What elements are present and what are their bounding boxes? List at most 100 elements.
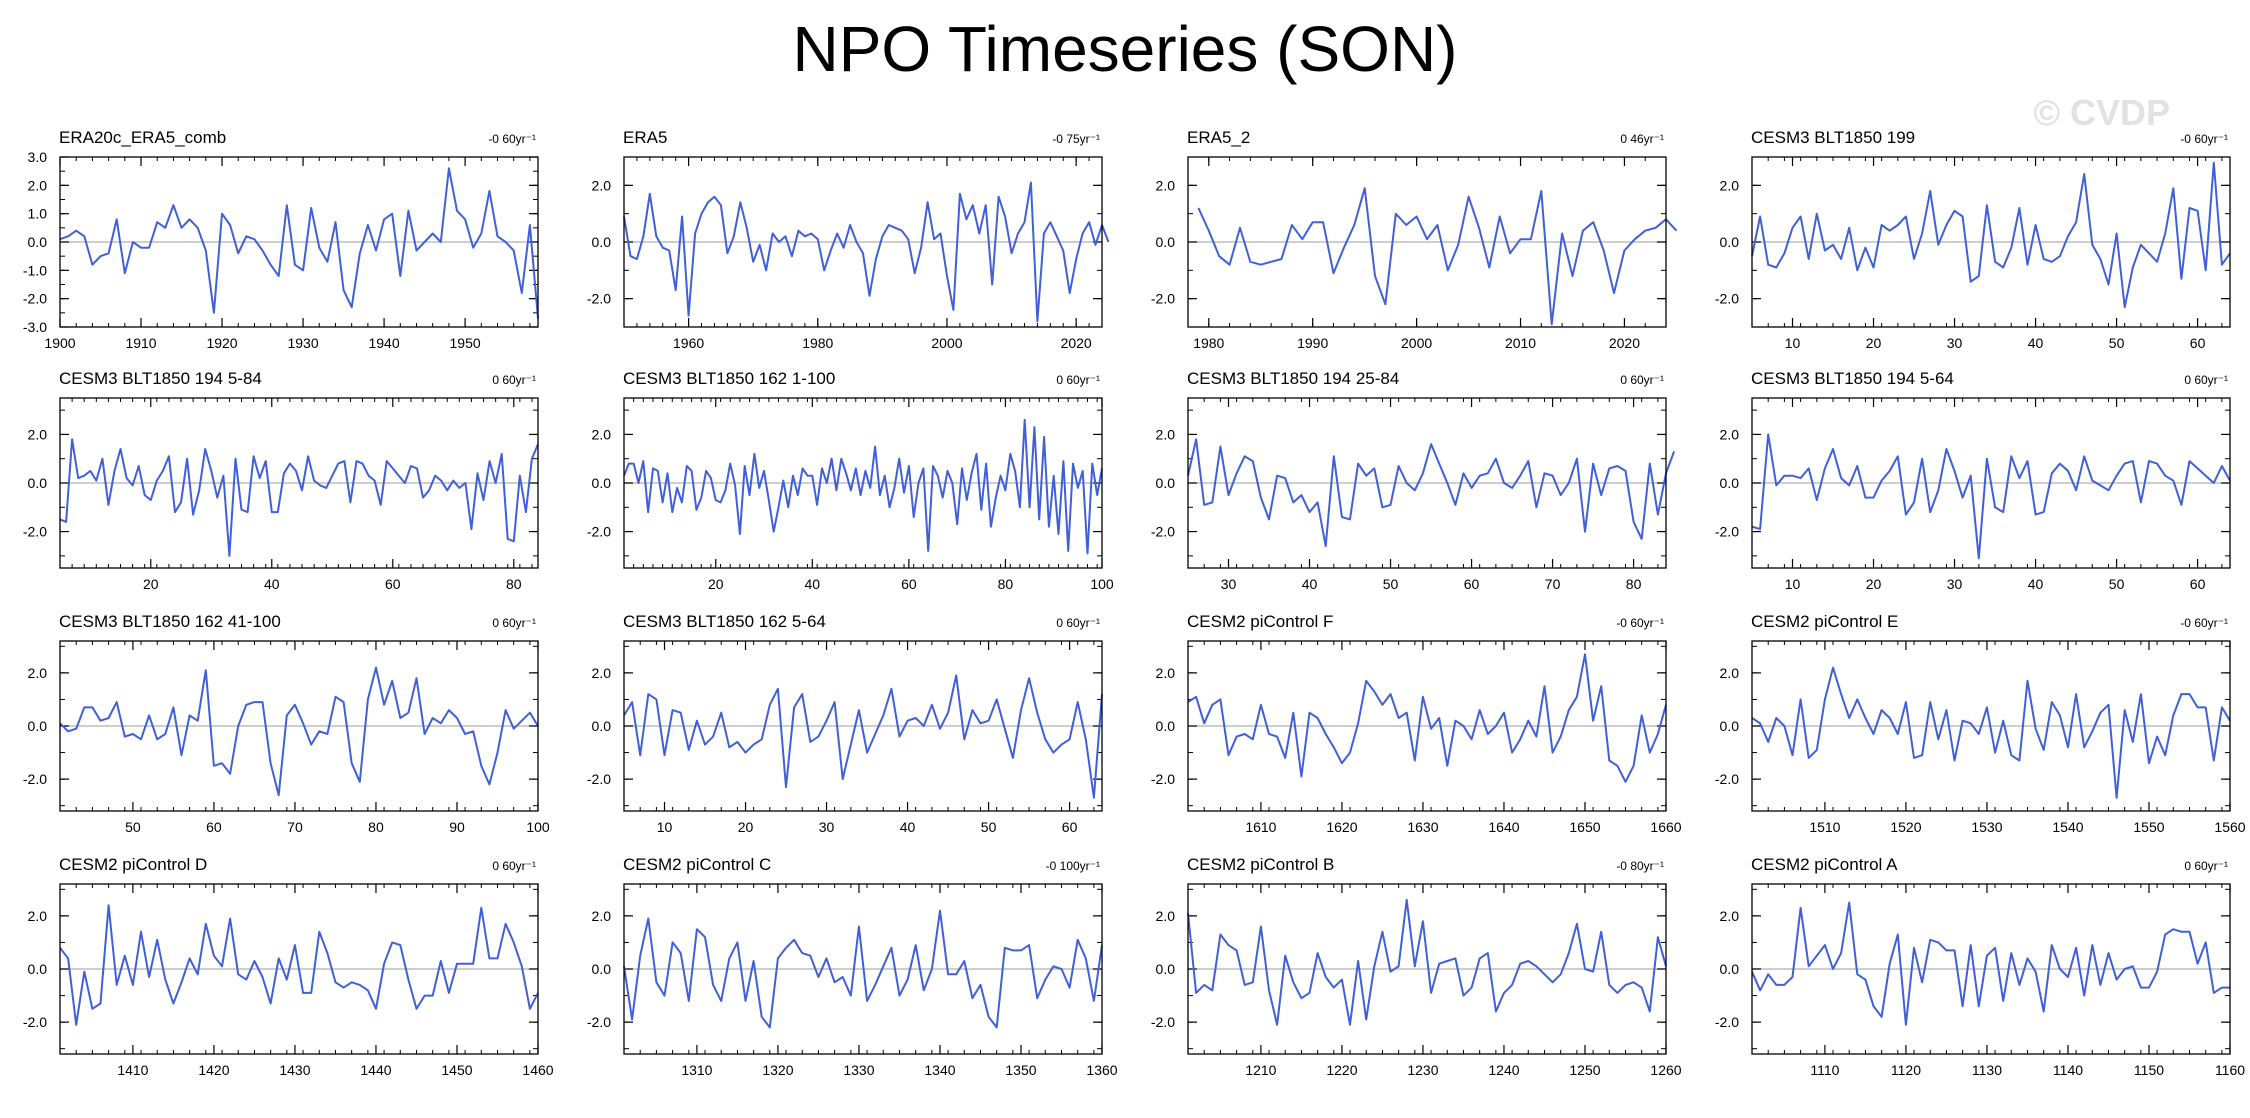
x-tick-label: 50 — [981, 819, 997, 835]
y-tick-label: 2.0 — [28, 177, 48, 193]
plot-frame — [59, 156, 539, 328]
x-tick-label: 1410 — [117, 1062, 148, 1078]
panel-5: CESM3 BLT1850 162 1-100 0 60yr⁻¹ 20 40 60 80 1… — [587, 369, 1114, 592]
x-tick-label: 1900 — [44, 335, 75, 351]
x-tick-label: 1980 — [802, 335, 833, 351]
x-tick-label: 1910 — [125, 335, 156, 351]
series-line — [1187, 438, 1676, 548]
x-tick-label: 1430 — [279, 1062, 310, 1078]
series-line — [1197, 187, 1678, 326]
y-tick-label: -2.0 — [1715, 524, 1739, 540]
panel-trend-label: 0 60yr⁻¹ — [1620, 373, 1664, 387]
panel-2: ERA5_2 0 46yr⁻¹ 1980 1990 2000 2010 2020 -2.0 0.… — [1151, 128, 1678, 351]
y-tick-label: 2.0 — [1156, 908, 1176, 924]
x-tick-label: 80 — [998, 576, 1014, 592]
x-tick-label: 30 — [1221, 576, 1237, 592]
panel-11: CESM2 piControl E -0 60yr⁻¹ 1510 1520 1530 15… — [1715, 612, 2246, 835]
x-tick-label: 60 — [385, 576, 401, 592]
panel-trend-label: 0 46yr⁻¹ — [1620, 132, 1664, 146]
y-tick-label: 2.0 — [592, 908, 612, 924]
x-tick-label: 1250 — [1569, 1062, 1600, 1078]
x-tick-label: 1150 — [2134, 1062, 2164, 1078]
panel-8: CESM3 BLT1850 162 41-100 0 60yr⁻¹ 50 60 70 80… — [23, 612, 550, 835]
x-tick-label: 100 — [1090, 576, 1114, 592]
x-tick-label: 60 — [1062, 819, 1078, 835]
y-tick-label: 2.0 — [28, 908, 48, 924]
y-tick-label: -2.0 — [587, 524, 611, 540]
x-tick-label: 1260 — [1650, 1062, 1681, 1078]
x-tick-label: 1460 — [522, 1062, 553, 1078]
x-tick-label: 30 — [1947, 335, 1963, 351]
x-tick-label: 30 — [819, 819, 835, 835]
x-tick-label: 60 — [206, 819, 222, 835]
series-line — [623, 674, 1103, 799]
y-tick-label: 0.0 — [28, 475, 48, 491]
panel-4: CESM3 BLT1850 194 5-84 0 60yr⁻¹ 20 40 60 80 -2… — [23, 369, 539, 592]
panel-trend-label: -0 60yr⁻¹ — [2180, 132, 2228, 146]
plot-frame — [1751, 640, 2231, 812]
x-tick-label: 2020 — [1061, 335, 1092, 351]
x-tick-label: 1450 — [441, 1062, 472, 1078]
x-tick-label: 1940 — [368, 335, 399, 351]
x-tick-label: 1220 — [1326, 1062, 1357, 1078]
x-tick-label: 70 — [1545, 576, 1561, 592]
plot-frame — [623, 397, 1103, 569]
x-tick-label: 1640 — [1488, 819, 1519, 835]
y-tick-label: 0.0 — [592, 961, 612, 977]
panel-title: CESM2 piControl F — [1187, 612, 1333, 631]
panel-title: CESM3 BLT1850 194 5-64 — [1751, 369, 1954, 388]
x-tick-label: 2010 — [1505, 335, 1536, 351]
y-tick-label: 0.0 — [28, 234, 48, 250]
plot-frame — [59, 397, 539, 569]
x-tick-label: 1650 — [1569, 819, 1600, 835]
panel-15: CESM2 piControl A 0 60yr⁻¹ 1110 1120 1130 114… — [1715, 855, 2245, 1078]
x-tick-label: 1960 — [673, 335, 704, 351]
x-tick-label: 1310 — [681, 1062, 712, 1078]
x-tick-label: 1160 — [2215, 1062, 2245, 1078]
x-tick-label: 40 — [1302, 576, 1318, 592]
panel-title: CESM3 BLT1850 194 25-84 — [1187, 369, 1399, 388]
x-tick-label: 1530 — [1971, 819, 2002, 835]
panel-title: ERA5_2 — [1187, 128, 1250, 147]
x-tick-label: 2000 — [931, 335, 962, 351]
panel-14: CESM2 piControl B -0 80yr⁻¹ 1210 1220 1230 12… — [1151, 855, 1682, 1078]
x-tick-label: 1230 — [1407, 1062, 1438, 1078]
panel-7: CESM3 BLT1850 194 5-64 0 60yr⁻¹ 10 20 30 40 50… — [1715, 369, 2231, 592]
plot-frame — [1187, 640, 1667, 812]
panel-3: CESM3 BLT1850 199 -0 60yr⁻¹ 10 20 30 40 50 60 -2… — [1715, 128, 2231, 351]
panel-trend-label: 0 60yr⁻¹ — [492, 859, 536, 873]
x-tick-label: 1660 — [1650, 819, 1681, 835]
plot-frame — [1187, 397, 1667, 569]
x-tick-label: 1140 — [2053, 1062, 2083, 1078]
x-tick-label: 40 — [2028, 335, 2044, 351]
series-line — [1751, 901, 2230, 1026]
series-line — [59, 666, 539, 797]
x-tick-label: 20 — [708, 576, 724, 592]
y-tick-label: 0.0 — [1720, 475, 1740, 491]
y-tick-label: 2.0 — [28, 665, 48, 681]
panel-trend-label: 0 60yr⁻¹ — [492, 373, 536, 387]
series-line — [1751, 161, 2231, 309]
x-tick-label: 60 — [901, 576, 917, 592]
y-tick-label: 0.0 — [592, 475, 612, 491]
series-line — [1751, 433, 2231, 560]
series-line — [623, 909, 1103, 1029]
panel-6: CESM3 BLT1850 194 25-84 0 60yr⁻¹ 30 40 50 60 7… — [1151, 369, 1676, 592]
page-title: NPO Timeseries (SON) — [792, 13, 1458, 85]
y-tick-label: 0.0 — [1156, 718, 1176, 734]
x-tick-label: 1210 — [1245, 1062, 1276, 1078]
x-tick-label: 80 — [1626, 576, 1642, 592]
x-tick-label: 1360 — [1086, 1062, 1117, 1078]
series-line — [59, 904, 539, 1026]
x-tick-label: 40 — [805, 576, 821, 592]
plot-frame — [59, 883, 539, 1055]
x-tick-label: 50 — [2109, 576, 2125, 592]
y-tick-label: 3.0 — [28, 149, 48, 165]
y-tick-label: 0.0 — [28, 961, 48, 977]
x-tick-label: 1620 — [1326, 819, 1357, 835]
y-tick-label: -2.0 — [587, 291, 611, 307]
panel-title: CESM2 piControl D — [59, 855, 207, 874]
panel-13: CESM2 piControl C -0 100yr⁻¹ 1310 1320 1330 1… — [587, 855, 1118, 1078]
x-tick-label: 90 — [449, 819, 465, 835]
y-tick-label: -2.0 — [1151, 291, 1175, 307]
